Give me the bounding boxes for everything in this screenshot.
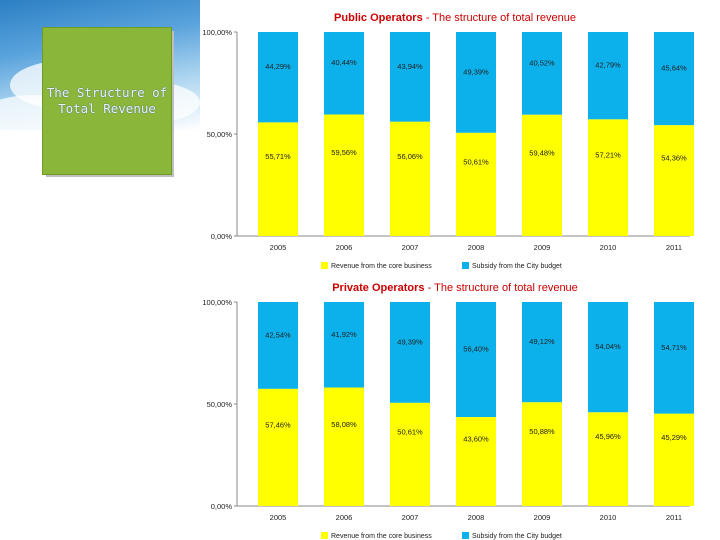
x-tick-label-2007: 2007: [402, 243, 419, 252]
data-label-2006-core: 58,08%: [331, 420, 357, 429]
data-label-2011-core: 45,29%: [661, 433, 687, 442]
bar-segment-2011-subsidy: [654, 302, 694, 414]
bar-segment-2011-subsidy: [654, 32, 694, 126]
data-label-2005-subsidy: 44,29%: [265, 62, 291, 71]
x-tick-label-2009: 2009: [534, 513, 551, 522]
y-tick-label: 0,00%: [211, 232, 233, 241]
bar-segment-2007-core: [390, 402, 430, 506]
y-tick-label: 100,00%: [202, 28, 232, 37]
x-tick-label-2005: 2005: [270, 513, 287, 522]
bar-segment-2005-subsidy: [258, 32, 298, 123]
data-label-2011-core: 54,36%: [661, 154, 687, 163]
x-tick-label-2011: 2011: [666, 243, 682, 252]
bar-segment-2010-subsidy: [588, 302, 628, 413]
bar-segment-2009-subsidy: [522, 302, 562, 403]
data-label-2005-core: 55,71%: [265, 152, 291, 161]
data-label-2009-core: 59,48%: [529, 148, 555, 157]
data-label-2009-subsidy: 49,12%: [529, 337, 555, 346]
bar-segment-2008-core: [456, 417, 496, 506]
chart-svg: Private Operators - The structure of tot…: [202, 282, 694, 540]
public-operators-chart: Public Operators - The structure of tota…: [180, 0, 720, 270]
bar-segment-2011-core: [654, 413, 694, 506]
data-label-2008-core: 50,61%: [463, 157, 489, 166]
legend-label-subsidy: Subsidy from the City budget: [472, 263, 562, 270]
bar-segment-2007-subsidy: [390, 302, 430, 403]
x-tick-label-2008: 2008: [468, 243, 485, 252]
y-tick-label: 50,00%: [207, 400, 233, 409]
y-tick-label: 0,00%: [211, 502, 233, 511]
bar-segment-2005-subsidy: [258, 302, 298, 389]
legend-swatch-subsidy: [462, 532, 469, 539]
slide-title-box: The Structure of Total Revenue: [42, 27, 172, 175]
chart-title-suffix: - The structure of total revenue: [423, 12, 576, 24]
data-label-2009-subsidy: 40,52%: [529, 58, 555, 67]
chart-title: Public Operators - The structure of tota…: [334, 12, 576, 24]
y-tick-label: 100,00%: [202, 298, 232, 307]
x-tick-label-2006: 2006: [336, 513, 353, 522]
bar-segment-2010-core: [588, 412, 628, 506]
x-tick-label-2006: 2006: [336, 243, 353, 252]
bar-segment-2006-core: [324, 114, 364, 236]
chart-title-prefix: Public Operators: [334, 12, 423, 24]
data-label-2008-subsidy: 56,40%: [463, 345, 489, 354]
data-label-2011-subsidy: 54,71%: [661, 343, 687, 352]
data-label-2008-core: 43,60%: [463, 435, 489, 444]
x-tick-label-2009: 2009: [534, 243, 551, 252]
data-label-2006-subsidy: 41,92%: [331, 330, 357, 339]
chart-svg: Public Operators - The structure of tota…: [202, 12, 694, 270]
data-label-2011-subsidy: 45,64%: [661, 64, 687, 73]
bar-segment-2008-core: [456, 132, 496, 236]
data-label-2006-subsidy: 40,44%: [331, 58, 357, 67]
bar-segment-2006-subsidy: [324, 302, 364, 388]
chart-title-prefix: Private Operators: [332, 282, 424, 294]
bar-segment-2011-core: [654, 125, 694, 236]
legend-swatch-core: [321, 262, 328, 269]
legend-swatch-core: [321, 532, 328, 539]
data-label-2010-subsidy: 54,04%: [595, 342, 621, 351]
data-label-2007-subsidy: 43,94%: [397, 62, 423, 71]
data-label-2007-subsidy: 49,39%: [397, 337, 423, 346]
data-label-2007-core: 56,06%: [397, 152, 423, 161]
bar-segment-2006-subsidy: [324, 32, 364, 115]
bar-segment-2008-subsidy: [456, 32, 496, 133]
legend-label-core: Revenue from the core business: [331, 533, 432, 540]
bar-segment-2005-core: [258, 122, 298, 236]
bar-segment-2009-core: [522, 402, 562, 506]
data-label-2010-subsidy: 42,79%: [595, 61, 621, 70]
x-tick-label-2011: 2011: [666, 513, 682, 522]
bar-segment-2007-subsidy: [390, 32, 430, 122]
chart-title-suffix: - The structure of total revenue: [425, 282, 578, 294]
y-tick-label: 50,00%: [207, 130, 233, 139]
legend-swatch-subsidy: [462, 262, 469, 269]
x-tick-label-2008: 2008: [468, 513, 485, 522]
data-label-2010-core: 45,96%: [595, 432, 621, 441]
x-tick-label-2010: 2010: [600, 513, 617, 522]
private-operators-chart: Private Operators - The structure of tot…: [180, 270, 720, 540]
x-tick-label-2010: 2010: [600, 243, 617, 252]
legend-label-core: Revenue from the core business: [331, 263, 432, 270]
bar-segment-2009-core: [522, 114, 562, 236]
bar-segment-2005-core: [258, 388, 298, 506]
bar-segment-2006-core: [324, 387, 364, 506]
data-label-2005-core: 57,46%: [265, 420, 291, 429]
data-label-2006-core: 59,56%: [331, 148, 357, 157]
bar-segment-2008-subsidy: [456, 302, 496, 418]
x-tick-label-2005: 2005: [270, 243, 287, 252]
slide-title: The Structure of Total Revenue: [46, 85, 168, 116]
chart-title: Private Operators - The structure of tot…: [332, 282, 578, 294]
data-label-2010-core: 57,21%: [595, 151, 621, 160]
bar-segment-2009-subsidy: [522, 32, 562, 115]
legend-label-subsidy: Subsidy from the City budget: [472, 533, 562, 540]
data-label-2005-subsidy: 42,54%: [265, 330, 291, 339]
bar-segment-2007-core: [390, 121, 430, 236]
data-label-2007-core: 50,61%: [397, 427, 423, 436]
bar-segment-2010-core: [588, 119, 628, 236]
x-tick-label-2007: 2007: [402, 513, 419, 522]
data-label-2008-subsidy: 49,39%: [463, 67, 489, 76]
data-label-2009-core: 50,88%: [529, 427, 555, 436]
bar-segment-2010-subsidy: [588, 32, 628, 120]
